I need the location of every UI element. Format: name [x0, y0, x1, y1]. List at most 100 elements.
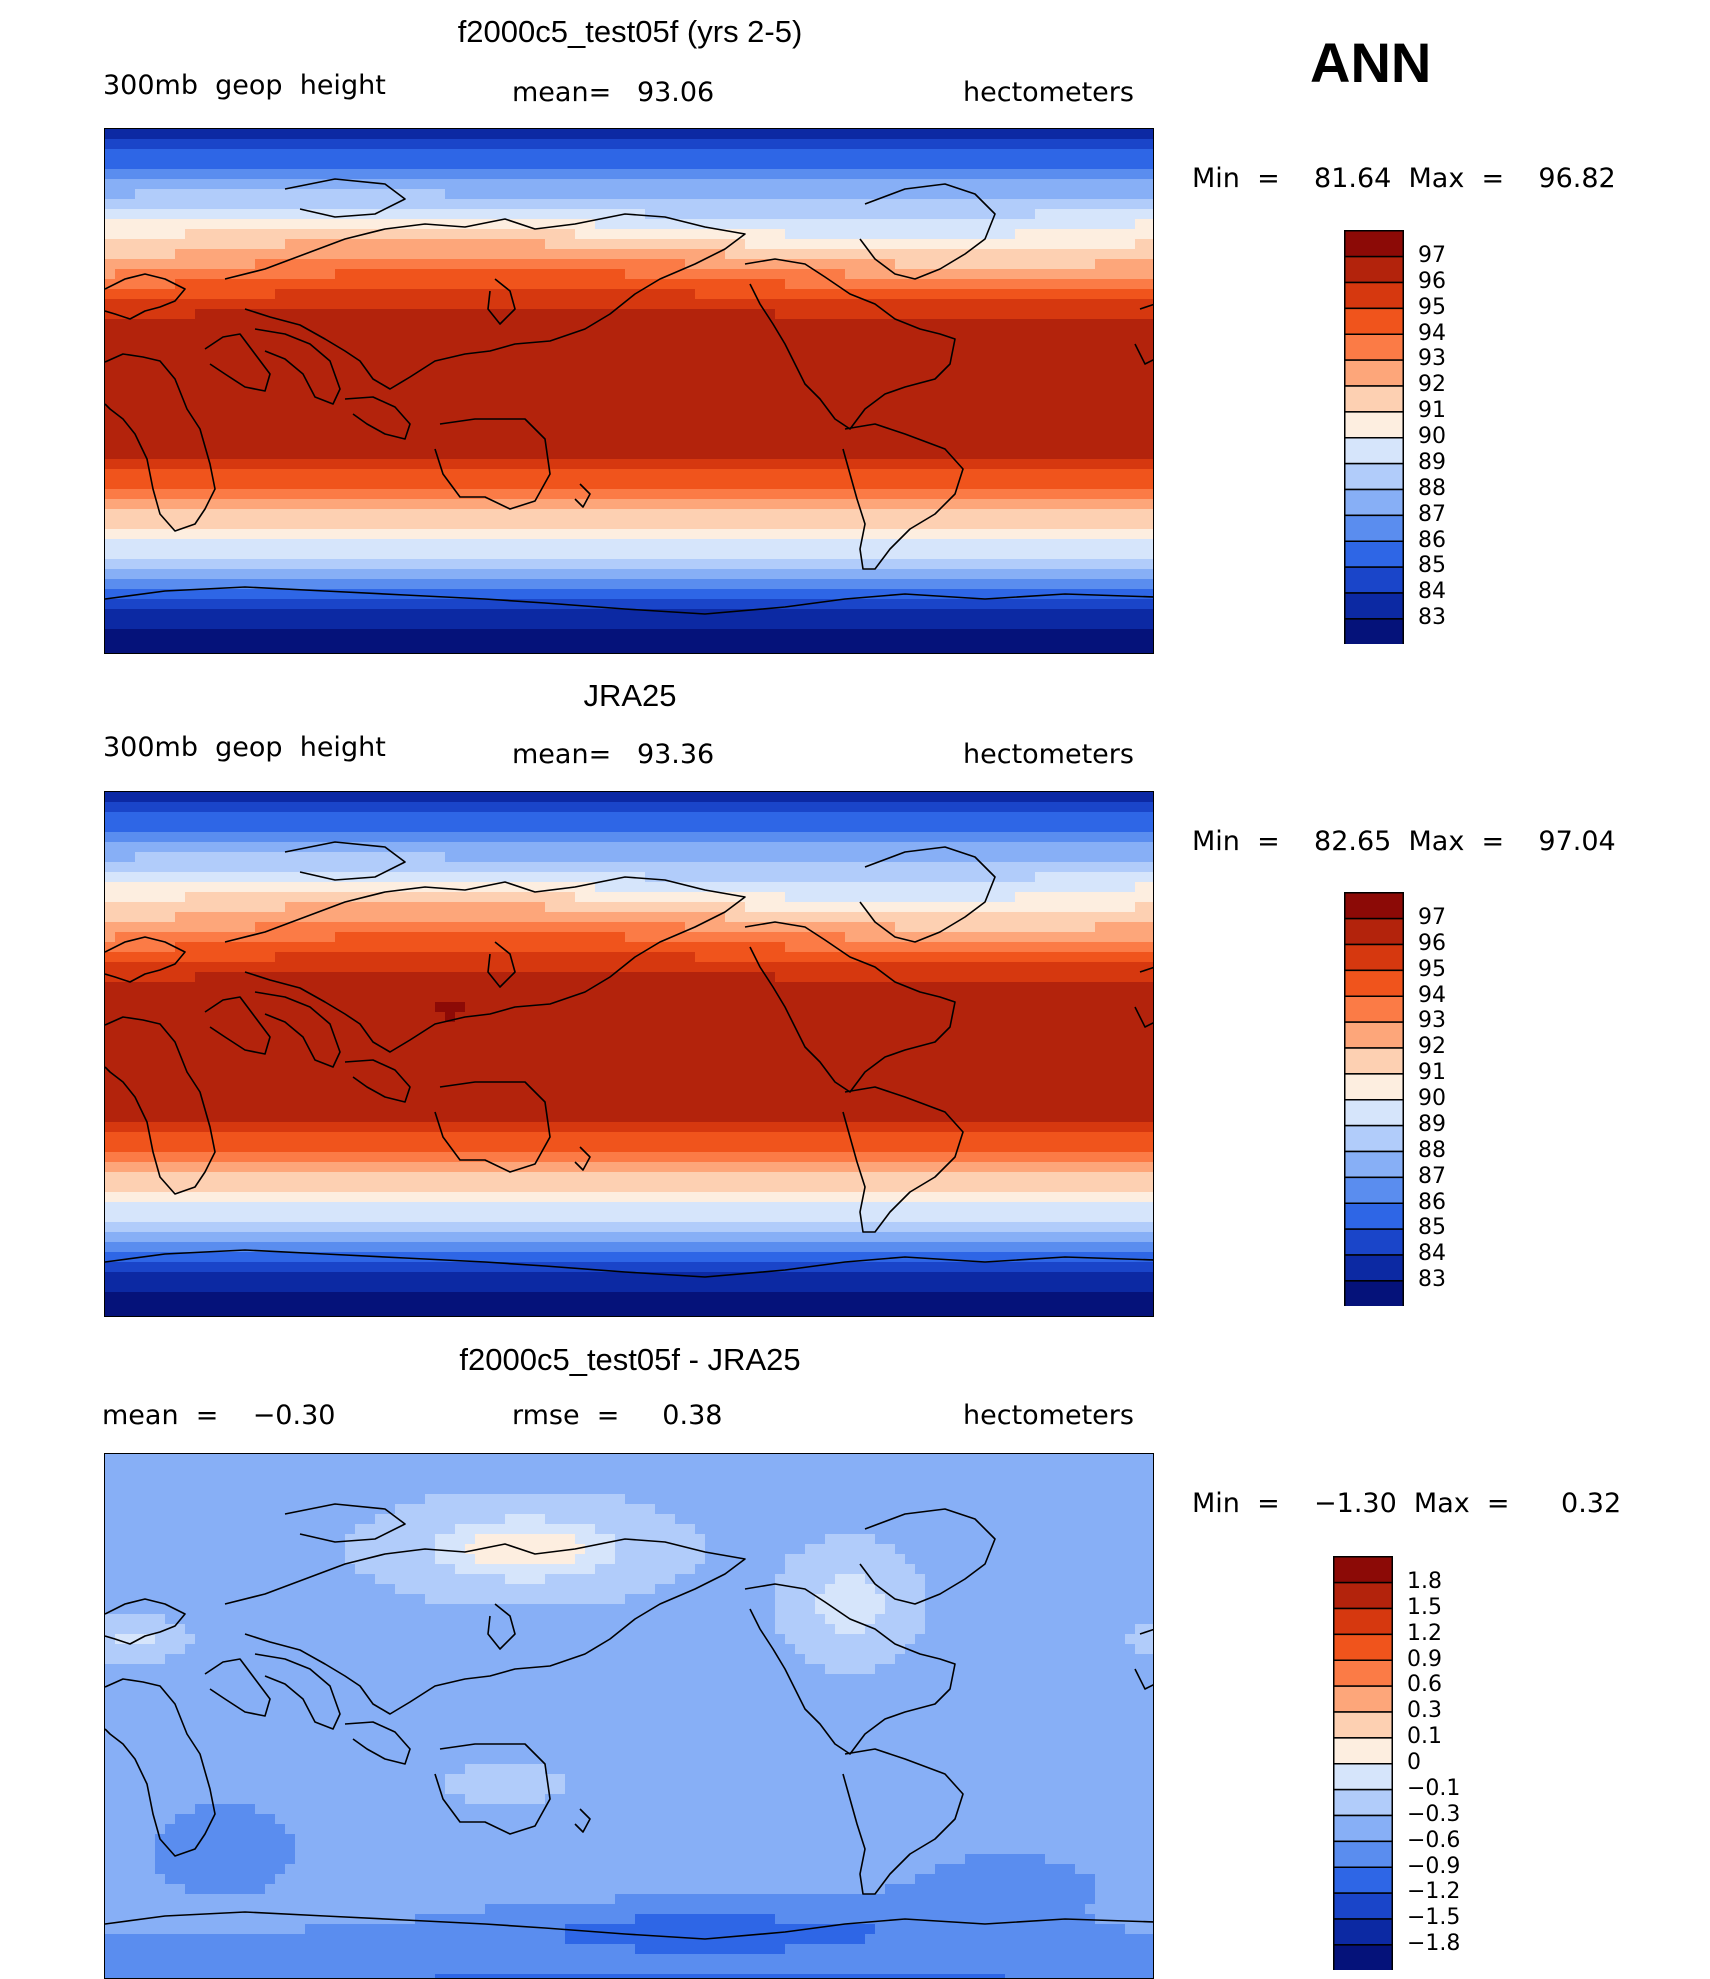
colorbar-tick-label: 83 [1418, 605, 1446, 631]
colorbar-box [1333, 1659, 1393, 1687]
colorbar-boxes [1333, 1556, 1393, 1970]
colorbar-box [1333, 1763, 1393, 1791]
panel-obs-variable-label: 300mb geop height [103, 732, 386, 763]
colorbar-box [1344, 462, 1404, 491]
colorbar-box [1333, 1607, 1393, 1636]
colorbar-box [1333, 1918, 1393, 1946]
panel-obs-minmax: Min = 82.65 Max = 97.04 [1192, 826, 1616, 857]
colorbar-tick-label: −0.3 [1407, 1801, 1461, 1827]
colorbar-box [1344, 995, 1404, 1023]
colorbar-tick-label: 86 [1418, 527, 1446, 553]
colorbar-tick-label: 89 [1418, 1111, 1446, 1137]
colorbar-box [1333, 1944, 1393, 1970]
colorbar-box [1344, 1228, 1404, 1256]
colorbar-box [1333, 1866, 1393, 1894]
colorbar-box [1344, 917, 1404, 946]
colorbar-box [1333, 1685, 1393, 1713]
colorbar-box [1333, 1556, 1393, 1584]
colorbar-tick-label: 0.1 [1407, 1724, 1442, 1750]
colorbar-tick-label: 89 [1418, 449, 1446, 475]
panel-diff-minmax: Min = −1.30 Max = 0.32 [1192, 1488, 1622, 1519]
panel-model-variable-label: 300mb geop height [103, 70, 386, 101]
colorbar-tick-label: 96 [1418, 930, 1446, 956]
colorbar-tick-label: 92 [1418, 372, 1446, 398]
colorbar-box [1333, 1711, 1393, 1739]
colorbar-tick-label: 94 [1418, 320, 1446, 346]
colorbar-box [1344, 230, 1404, 258]
panel-model-mean-label: mean= 93.06 [512, 77, 715, 108]
colorbar-box [1344, 411, 1404, 439]
panel-diff-colorbar: 1.8 1.5 1.2 0.9 0.6 0.3 0.1 0 −0.1 −0.3 −0.6 −0.9 −1… [1333, 1556, 1460, 1970]
colorbar-box [1344, 281, 1404, 310]
panel-diff-title: f2000c5_test05f - JRA25 [459, 1342, 801, 1377]
panel-obs-map [104, 791, 1154, 1317]
colorbar-box [1344, 540, 1404, 568]
colorbar-tick-label: −0.1 [1407, 1775, 1461, 1801]
colorbar-tick-label: 93 [1418, 346, 1446, 372]
colorbar-box [1344, 618, 1404, 644]
colorbar-box [1344, 1124, 1404, 1153]
colorbar-tick-label: 84 [1418, 579, 1446, 605]
panel-obs-units-label: hectometers [963, 739, 1134, 770]
panel-model-map [104, 128, 1154, 654]
panel-diff-field [105, 1454, 1153, 1978]
colorbar-box [1344, 385, 1404, 413]
colorbar-box [1344, 437, 1404, 465]
colorbar-box [1333, 1892, 1393, 1920]
panel-model-field [105, 129, 1153, 653]
panel-diff-map [104, 1453, 1154, 1979]
colorbar-tick-label: 96 [1418, 268, 1446, 294]
colorbar-tick-label: 91 [1418, 1060, 1446, 1086]
season-label: ANN [1310, 31, 1432, 94]
colorbar-tick-label: 92 [1418, 1034, 1446, 1060]
panel-model-title: f2000c5_test05f (yrs 2-5) [457, 14, 803, 49]
colorbar-tick-label: 86 [1418, 1189, 1446, 1215]
colorbar-tick-label: −1.5 [1407, 1905, 1461, 1931]
colorbar-tick-label: 95 [1418, 294, 1446, 320]
panel-obs-mean-label: mean= 93.36 [512, 739, 715, 770]
colorbar-tick-label: 90 [1418, 424, 1446, 449]
colorbar-tick-label: 1.8 [1407, 1568, 1442, 1594]
panel-obs-title: JRA25 [583, 678, 677, 713]
colorbar-box [1344, 255, 1404, 284]
colorbar-box [1344, 943, 1404, 972]
colorbar-box [1344, 1150, 1404, 1179]
colorbar-box [1333, 1788, 1393, 1817]
panel-obs-field [105, 792, 1153, 1316]
panel-model-minmax: Min = 81.64 Max = 96.82 [1192, 163, 1616, 194]
colorbar-box [1344, 1021, 1404, 1049]
colorbar-box [1344, 592, 1404, 620]
colorbar-tick-label: 97 [1418, 904, 1446, 930]
colorbar-tick-label: 0.3 [1407, 1698, 1442, 1724]
colorbar-tick-label: 1.2 [1407, 1620, 1442, 1646]
colorbar-tick-label: 87 [1418, 1163, 1446, 1189]
colorbar-box [1344, 333, 1404, 361]
panel-model-colorbar: 97 96 95 94 93 92 91 90 89 88 87 86 85 84 83 [1344, 230, 1446, 644]
colorbar-tick-label: −1.8 [1407, 1931, 1461, 1957]
colorbar-box [1333, 1633, 1393, 1661]
colorbar-box [1344, 892, 1404, 920]
colorbar-box [1333, 1814, 1393, 1843]
colorbar-tick-label: 85 [1418, 553, 1446, 579]
colorbar-tick-label: 88 [1418, 1137, 1446, 1163]
panel-obs-colorbar: 97 96 95 94 93 92 91 90 89 88 87 86 85 84 83 [1344, 892, 1446, 1306]
colorbar-tick-label: 94 [1418, 982, 1446, 1008]
colorbar-tick-label: 88 [1418, 475, 1446, 501]
colorbar-boxes [1344, 892, 1404, 1306]
colorbar-tick-label: 97 [1418, 242, 1446, 268]
colorbar-tick-label: 83 [1418, 1267, 1446, 1293]
panel-diff-rmse-label: rmse = 0.38 [512, 1400, 723, 1431]
colorbar-box [1333, 1581, 1393, 1610]
colorbar-box [1344, 359, 1404, 387]
colorbar-box [1333, 1737, 1393, 1765]
colorbar-box [1344, 1099, 1404, 1127]
colorbar-tick-label: −1.2 [1407, 1879, 1461, 1905]
colorbar-box [1344, 1047, 1404, 1075]
colorbar-tick-label: 0.9 [1407, 1646, 1442, 1672]
colorbar-box [1344, 969, 1404, 997]
colorbar-tick-label: 0 [1407, 1750, 1421, 1775]
colorbar-tick-label: 95 [1418, 956, 1446, 982]
colorbar-box [1344, 488, 1404, 517]
panel-diff-units-label: hectometers [963, 1400, 1134, 1431]
colorbar-box [1344, 1280, 1404, 1306]
